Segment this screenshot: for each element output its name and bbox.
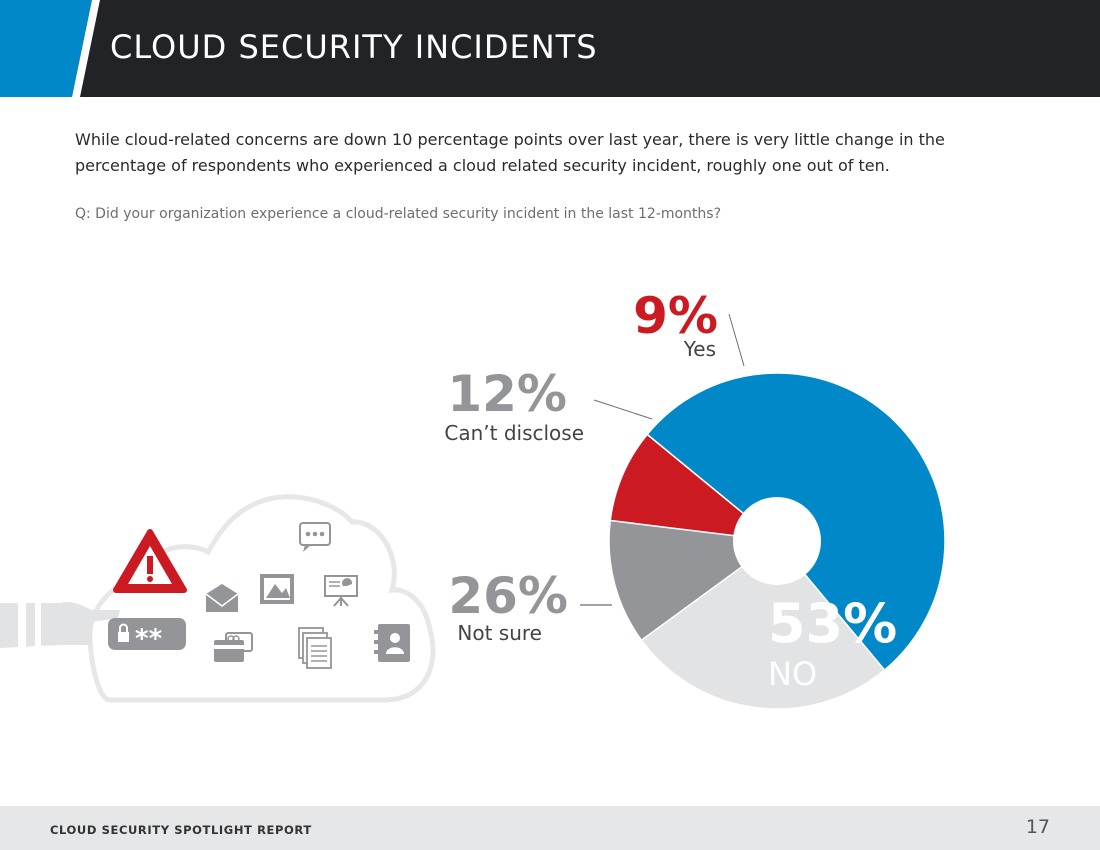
value-label-not-sure: 26% bbox=[448, 567, 568, 625]
donut-chart: 9% Yes 12% Can’t disclose 26% Not sure 5… bbox=[444, 287, 946, 710]
leader-line-yes bbox=[728, 313, 745, 367]
intro-paragraph: While cloud-related concerns are down 10… bbox=[75, 130, 945, 175]
value-label-cant-disclose: 12% bbox=[447, 365, 567, 423]
page-number: 17 bbox=[1025, 816, 1050, 838]
header-bar: CLOUD SECURITY INCIDENTS bbox=[0, 0, 1100, 97]
chat-icon bbox=[299, 522, 331, 552]
category-label-cant-disclose: Can’t disclose bbox=[444, 421, 584, 445]
header-accent-stripe bbox=[0, 0, 100, 97]
presentation-icon bbox=[324, 575, 358, 607]
survey-question: Q: Did your organization experience a cl… bbox=[75, 206, 722, 222]
documents-icon bbox=[298, 627, 332, 669]
hand-icon bbox=[0, 601, 120, 650]
category-label-not-sure: Not sure bbox=[457, 621, 542, 645]
report-name: CLOUD SECURITY SPOTLIGHT REPORT bbox=[50, 823, 312, 837]
contacts-icon bbox=[374, 624, 410, 662]
slice-yes bbox=[609, 433, 780, 543]
category-label-yes: Yes bbox=[683, 337, 716, 361]
password-icon: ** bbox=[108, 618, 186, 654]
cloud-illustration: ** bbox=[0, 494, 436, 703]
donut-hole bbox=[733, 497, 821, 585]
password-mask: ** bbox=[135, 624, 163, 654]
value-label-yes: 9% bbox=[633, 287, 718, 345]
image-icon bbox=[260, 574, 294, 604]
page-title: CLOUD SECURITY INCIDENTS bbox=[110, 28, 598, 66]
slice-not-sure bbox=[640, 539, 886, 710]
category-label-no: NO bbox=[768, 655, 817, 693]
chart-area: ** bbox=[0, 287, 946, 710]
warning-icon bbox=[113, 529, 187, 593]
value-label-no: 53% bbox=[768, 592, 897, 655]
credit-card-icon bbox=[214, 632, 253, 662]
footer-bar: CLOUD SECURITY SPOTLIGHT REPORT 17 bbox=[0, 806, 1100, 850]
leader-line-cant-disclose bbox=[593, 399, 653, 420]
envelope-icon bbox=[205, 584, 239, 612]
